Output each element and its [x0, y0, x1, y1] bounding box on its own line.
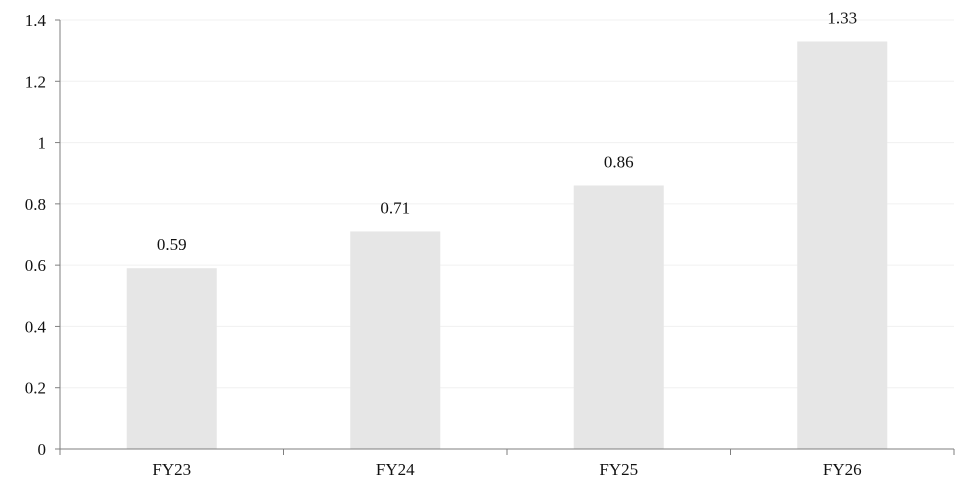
data-label-fy26: 1.33 [827, 8, 857, 27]
data-label-fy24: 0.71 [380, 198, 410, 217]
y-tick-label-7: 1.4 [25, 11, 47, 30]
bars [126, 41, 888, 449]
x-tick-label-fy24: FY24 [376, 460, 415, 479]
y-tick-label-6: 1.2 [25, 72, 46, 91]
x-tick-label-fy26: FY26 [823, 460, 862, 479]
x-tick-label-fy23: FY23 [152, 460, 191, 479]
labels: 0 0.2 0.4 0.6 0.8 1 1.2 1.4 FY23 FY24 FY25 FY26 0.59… [25, 8, 862, 479]
y-tick-label-5: 1 [38, 134, 47, 153]
y-tick-label-1: 0.2 [25, 379, 46, 398]
data-label-fy25: 0.86 [604, 152, 634, 171]
axes [55, 19, 955, 455]
bar-fy25 [573, 185, 664, 449]
bar-fy26 [797, 41, 888, 449]
x-tick-label-fy25: FY25 [599, 460, 638, 479]
data-label-fy23: 0.59 [157, 235, 187, 254]
bar-fy24 [350, 231, 441, 449]
bar-fy23 [126, 268, 217, 449]
y-tick-label-4: 0.8 [25, 195, 46, 214]
y-tick-label-3: 0.6 [25, 256, 46, 275]
y-tick-label-0: 0 [38, 440, 47, 459]
y-tick-label-2: 0.4 [25, 317, 47, 336]
